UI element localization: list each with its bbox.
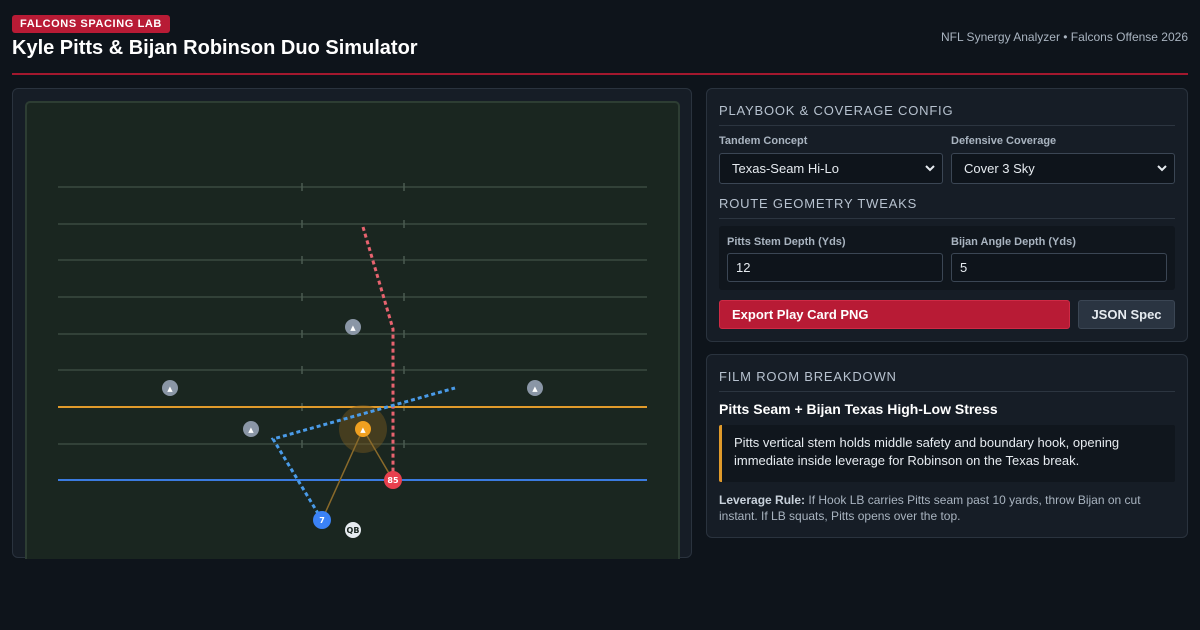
defender-left-corner: ▲ — [162, 380, 178, 396]
film-heading: Film Room Breakdown — [719, 369, 1175, 392]
leverage-rule: Leverage Rule: If Hook LB carries Pitts … — [719, 492, 1175, 524]
export-png-button[interactable]: Export Play Card PNG — [719, 300, 1070, 329]
player-qb: QB — [345, 522, 361, 538]
defender-triangle-icon: ▲ — [532, 385, 538, 393]
defender-hook-lb: ▲ — [355, 421, 371, 437]
coverage-select[interactable]: Cover 3 Sky — [951, 153, 1175, 184]
concept-select-value: Texas-Seam Hi-Lo — [732, 161, 839, 176]
hash-marks — [301, 183, 405, 448]
defender-triangle-icon: ▲ — [350, 324, 356, 332]
concept-label: Tandem Concept — [719, 135, 808, 147]
qb-label: QB — [347, 526, 360, 535]
coverage-label: Defensive Coverage — [951, 135, 1057, 147]
chevron-down-icon — [1157, 165, 1167, 172]
bijan-number: 7 — [319, 516, 325, 525]
bijan-depth-input[interactable]: 5 — [951, 253, 1167, 282]
defender-triangle-icon: ▲ — [167, 385, 173, 393]
page-title: Kyle Pitts & Bijan Robinson Duo Simulato… — [12, 37, 418, 59]
pitts-route — [361, 226, 395, 480]
leverage-rule-text: If Hook LB carries Pitts seam past 10 ya… — [719, 493, 1141, 523]
film-quote: Pitts vertical stem holds middle safety … — [719, 425, 1175, 482]
lab-badge: FALCONS SPACING LAB — [12, 15, 170, 33]
config-panel: Playbook & Coverage Config Tandem Concep… — [706, 88, 1188, 342]
pitts-number: 85 — [387, 476, 399, 485]
lb-read-line-bijan — [321, 428, 364, 521]
page-subtitle: NFL Synergy Analyzer • Falcons Offense 2… — [941, 30, 1188, 44]
defender-right-corner: ▲ — [527, 380, 543, 396]
defender-safety: ▲ — [345, 319, 361, 335]
json-spec-button[interactable]: JSON Spec — [1078, 300, 1175, 329]
coverage-select-value: Cover 3 Sky — [964, 161, 1035, 176]
film-title: Pitts Seam + Bijan Texas High-Low Stress — [719, 401, 998, 417]
chevron-down-icon — [925, 165, 935, 172]
field-diagram: ▲ ▲ ▲ ▲ ▲ 85 7 QB — [25, 101, 680, 559]
bijan-route — [270, 386, 456, 521]
header: FALCONS SPACING LAB Kyle Pitts & Bijan R… — [12, 15, 1188, 75]
film-room-panel: Film Room Breakdown Pitts Seam + Bijan T… — [706, 354, 1188, 538]
pitts-depth-label: Pitts Stem Depth (Yds) — [727, 236, 846, 248]
player-bijan: 7 — [313, 511, 331, 529]
tweaks-heading: Route Geometry Tweaks — [719, 196, 1175, 219]
defender-triangle-icon: ▲ — [360, 426, 366, 434]
player-pitts: 85 — [384, 471, 402, 489]
defender-triangle-icon: ▲ — [248, 426, 254, 434]
concept-select[interactable]: Texas-Seam Hi-Lo — [719, 153, 943, 184]
pitts-depth-input[interactable]: 12 — [727, 253, 943, 282]
field-panel: ▲ ▲ ▲ ▲ ▲ 85 7 QB — [12, 88, 692, 559]
playbook-heading: Playbook & Coverage Config — [719, 103, 1175, 126]
yard-lines — [58, 186, 647, 445]
defender-flat: ▲ — [243, 421, 259, 437]
bijan-depth-label: Bijan Angle Depth (Yds) — [951, 236, 1076, 248]
tweaks-box: Pitts Stem Depth (Yds) 12 Bijan Angle De… — [719, 226, 1175, 290]
lb-read-line-pitts — [362, 428, 394, 481]
leverage-rule-label: Leverage Rule: — [719, 493, 806, 507]
